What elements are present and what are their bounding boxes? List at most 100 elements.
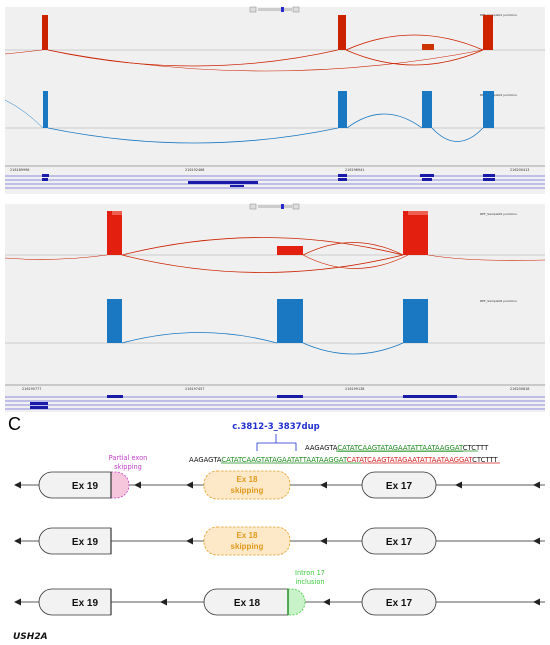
panel-a-red-exon-19 — [42, 15, 48, 50]
panel-a-red-junction-5 — [4, 49, 43, 55]
row-1-arrow-2 — [134, 481, 141, 489]
row-2-arrow-1 — [14, 537, 21, 545]
row-3-arrow-4 — [533, 598, 540, 606]
row-1-exon-18-note: skipping — [231, 486, 264, 495]
panel-b-blue-exon-19 — [107, 299, 122, 343]
row-3-exon-18-label: Ex 18 — [234, 598, 261, 609]
seq-bottom-green: CATATCAAGTATAGAATATTAATAAGGAT — [221, 456, 348, 464]
row-1-partial-label-line-1: Partial exon — [109, 454, 148, 462]
splice-row-3: Ex 19 Ex 18 Intron 17 inclusion Ex 17 — [14, 569, 545, 616]
panel-b-red-junction-4 — [302, 254, 409, 269]
panel-a-red-exon-18 — [338, 15, 346, 50]
panel-b-blue-junction-2 — [302, 342, 404, 355]
panel-b-red-exon-19 — [107, 211, 122, 255]
panel-b-red-junction-3 — [302, 242, 404, 256]
panel-a-coord-3: 216196941 — [345, 168, 364, 172]
panel-b-background — [5, 204, 545, 412]
panel-b-red-exon-19-top — [112, 211, 122, 215]
row-2-exon-17-label: Ex 17 — [386, 537, 413, 548]
row-3-intron-label-line-2: inclusion — [295, 578, 324, 586]
row-1-exon-17 — [361, 471, 437, 499]
panel-b-coord-4: 216200818 — [510, 387, 529, 391]
row-1-exon-18-skipped — [203, 470, 291, 500]
panel-c: c.3812-3_3837dup AAGAGTACATATCAAGTATAGAA… — [13, 422, 545, 642]
row-1-exon-18-label: Ex 18 — [237, 475, 258, 484]
panel-b-blue-exon-17 — [403, 299, 428, 343]
panel-a-blue-junction-2 — [346, 113, 423, 129]
panel-letter-c: C — [8, 414, 21, 434]
row-1-partial-label-line-2: skipping — [114, 463, 142, 471]
panel-b: REF_Sample05 junctions REF_Sample06 junc… — [4, 203, 546, 412]
row-2-exon-19 — [38, 527, 112, 555]
panel-a-blue-junction-4 — [4, 99, 44, 129]
gene-name: USH2A — [13, 632, 48, 642]
panel-b-red-exon-inclusion — [277, 246, 303, 255]
panel-b-blue-junction-1 — [121, 332, 278, 344]
panel-a-gene-tracks — [5, 175, 545, 189]
seq-top-plain-2: CTCTTT — [463, 444, 489, 452]
sequence-reference: AAGAGTACATATCAAGTATAGAATATTAATAAGGATCTCT… — [305, 444, 489, 452]
panel-a-red-junction-1 — [47, 49, 339, 67]
panel-a-blue-exon-inclusion — [422, 91, 432, 128]
panel-a-red-junction-4 — [47, 49, 484, 72]
panel-b-red-exon-17 — [403, 211, 428, 255]
panel-a-blue-junction-3 — [431, 127, 484, 142]
row-3-exon-17 — [361, 588, 437, 616]
panel-b-red-junction-1 — [121, 237, 404, 256]
seq-top-green: CATATCAAGTATAGAATATTAATAAGGAT — [337, 444, 464, 452]
panel-a-red-track-label: REF_Sample01 junctions — [480, 13, 517, 17]
panel-b-zoom-control[interactable] — [249, 203, 300, 210]
panel-a-zoom-control[interactable] — [249, 6, 300, 13]
panel-a: REF_Sample01 junctions REF_Sample02 junc… — [4, 6, 545, 194]
row-2-arrow-3 — [320, 537, 327, 545]
row-3-exon-17-label: Ex 17 — [386, 598, 413, 609]
row-1-arrow-6 — [533, 481, 540, 489]
row-3-intron-retained — [287, 588, 306, 616]
row-3-arrow-1 — [14, 598, 21, 606]
panel-a-blue-exon-19 — [43, 91, 48, 128]
row-1-arrow-4 — [320, 481, 327, 489]
panel-b-red-exon-17-top — [408, 211, 428, 215]
panel-b-blue-track-label: REF_Sample06 junctions — [480, 299, 517, 303]
seq-bottom-plain-1: AAGAGTA — [189, 456, 222, 464]
panel-b-red-junction-2 — [121, 254, 404, 273]
panel-a-background — [5, 7, 545, 194]
seq-bottom-red: CATATCAAGTATAGAATATTAATAAGGAT — [347, 456, 474, 464]
panel-a-red-junction-2 — [345, 34, 484, 51]
panel-a-blue-exon-18 — [338, 91, 347, 128]
row-2-arrow-2 — [186, 537, 193, 545]
row-3-arrow-3 — [323, 598, 330, 606]
row-1-arrow-3 — [186, 481, 193, 489]
panel-b-coord-3: 216199138 — [345, 387, 364, 391]
seq-bottom-plain-2: CTCTTT — [472, 456, 498, 464]
row-3-arrow-2 — [160, 598, 167, 606]
panel-b-red-junction-6 — [4, 254, 108, 260]
variant-bracket — [256, 434, 297, 451]
panel-b-coord-2: 216197457 — [185, 387, 204, 391]
row-3-exon-18 — [203, 588, 289, 616]
panel-b-red-track-label: REF_Sample05 junctions — [480, 212, 517, 216]
panel-b-gene-exons — [30, 395, 457, 409]
row-1-exon-17-label: Ex 17 — [386, 481, 413, 492]
panel-a-blue-track-label: REF_Sample02 junctions — [480, 93, 517, 97]
variant-label: c.3812-3_3837dup — [232, 422, 320, 432]
row-1-exon-19 — [38, 471, 112, 499]
panel-a-blue-exon-17 — [483, 91, 494, 128]
panel-b-red-junction-5 — [427, 254, 546, 261]
row-3-exon-19 — [38, 588, 112, 616]
row-2-exon-17 — [361, 527, 437, 555]
row-1-arrow-5 — [455, 481, 462, 489]
seq-top-plain-1: AAGAGTA — [305, 444, 338, 452]
panel-a-red-exon-inclusion — [422, 44, 434, 50]
panel-a-coord-2: 216192468 — [185, 168, 204, 172]
sequence-mutant: AAGAGTACATATCAAGTATAGAATATTAATAAGGATCATA… — [189, 456, 498, 464]
row-2-exon-18-skipped — [203, 526, 291, 556]
panel-a-red-exon-17 — [483, 15, 493, 50]
panel-a-coord-4: 216200413 — [510, 168, 529, 172]
row-1-exon-19-label: Ex 19 — [72, 481, 99, 492]
row-2-exon-18-note: skipping — [231, 542, 264, 551]
row-1-arrow-1 — [14, 481, 21, 489]
panel-a-red-junction-3 — [345, 49, 484, 66]
row-1-partial-exon-skipped — [110, 471, 130, 499]
